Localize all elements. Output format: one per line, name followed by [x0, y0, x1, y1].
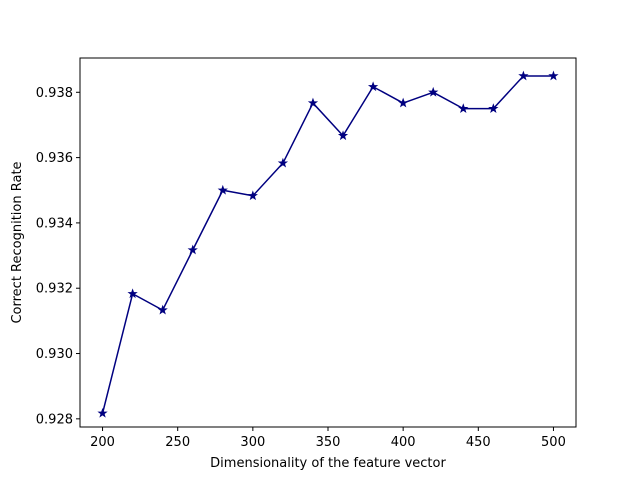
y-tick-label: 0.936: [36, 151, 73, 166]
data-point-star: [217, 184, 228, 195]
y-tick-label: 0.930: [36, 347, 73, 362]
y-tick-label: 0.934: [36, 216, 73, 231]
series-line: [101, 75, 554, 414]
data-point-star: [187, 244, 198, 255]
series-layer: [97, 70, 559, 418]
y-axis-label: Correct Recognition Rate: [10, 161, 25, 323]
data-point-star: [367, 81, 379, 92]
data-point-star: [337, 130, 349, 141]
data-point-star: [398, 97, 409, 108]
x-tick-label: 250: [165, 435, 190, 450]
x-axis: 200 250 300 350 400 450 500: [90, 427, 566, 450]
data-point-star: [488, 103, 499, 113]
x-axis-label: Dimensionality of the feature vector: [210, 456, 446, 471]
x-tick-label: 200: [90, 435, 115, 450]
data-point-star: [307, 97, 319, 108]
data-point-star: [127, 288, 138, 299]
data-point-star: [518, 70, 529, 81]
x-tick-label: 500: [541, 435, 566, 450]
data-point-star: [277, 157, 289, 168]
data-point-star: [247, 190, 258, 201]
y-tick-label: 0.938: [36, 86, 73, 101]
data-point-star: [428, 86, 439, 97]
data-point-star: [548, 70, 559, 81]
y-tick-label: 0.928: [36, 412, 73, 427]
plot-area: [80, 58, 576, 427]
x-tick-label: 300: [240, 435, 265, 450]
data-point-star: [458, 103, 469, 113]
x-tick-label: 450: [466, 435, 491, 450]
x-tick-label: 400: [391, 435, 416, 450]
y-axis: 0.928 0.930 0.932 0.934 0.936 0.938: [36, 86, 80, 427]
data-point-star: [97, 407, 108, 418]
plot-frame: [79, 57, 577, 428]
y-tick-label: 0.932: [36, 282, 73, 297]
data-point-star: [157, 304, 168, 315]
x-tick-label: 350: [316, 435, 341, 450]
